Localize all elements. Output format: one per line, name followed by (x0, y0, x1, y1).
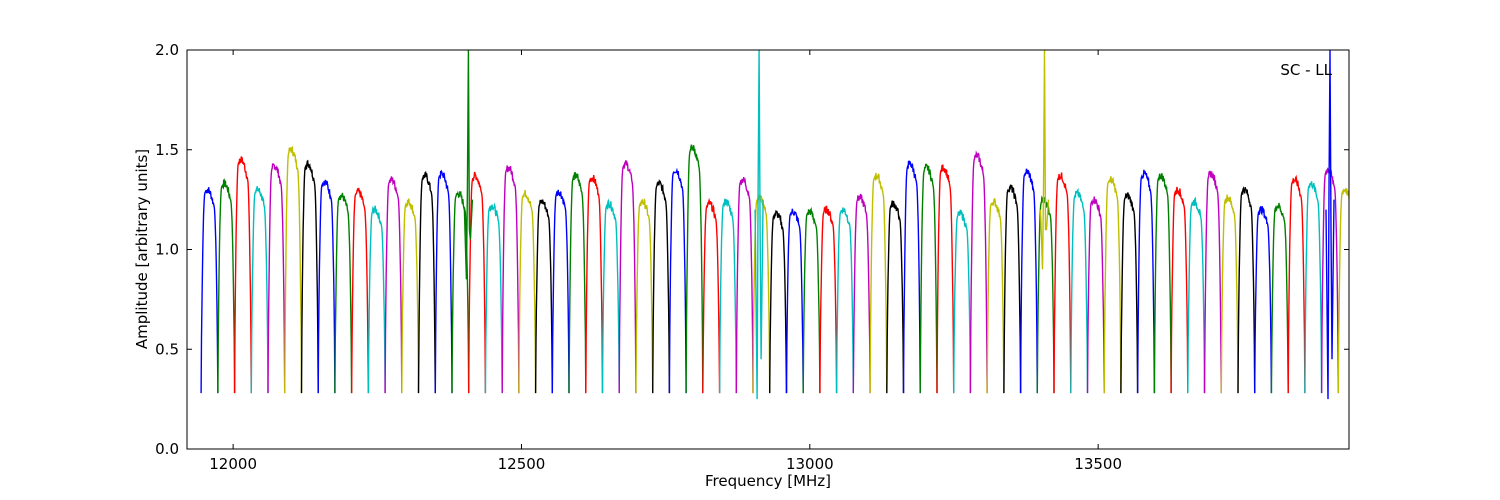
channel-series-line (802, 206, 821, 394)
channel-series-line (919, 163, 938, 394)
channel-series-line (869, 172, 888, 394)
channel-series-line (267, 163, 286, 394)
channel-series-line (501, 165, 520, 394)
spike-layer (463, 50, 1335, 400)
channel-series-line (300, 159, 319, 394)
channel-series-line (1086, 196, 1105, 394)
channel-series-line (484, 202, 503, 394)
channel-series-line (902, 160, 921, 394)
channel-series-line (1187, 196, 1206, 394)
channel-series-line (568, 172, 587, 394)
channel-series-line (852, 193, 871, 394)
y-axis-title: Amplitude [arbitrary units] (133, 149, 151, 349)
channel-series-line (1287, 174, 1306, 394)
spike-line (463, 50, 474, 280)
channel-series-line (1053, 172, 1072, 394)
channel-series-line (468, 171, 487, 394)
channel-series-line (200, 187, 219, 394)
x-axis-ticks: 12000 12500 13000 13500 (209, 50, 1122, 473)
channel-series-line (1237, 186, 1256, 394)
channel-series-line (685, 144, 704, 394)
y-axis-ticks: 0.0 0.5 1.0 1.5 2.0 (155, 41, 1349, 458)
channel-series-line (534, 199, 553, 394)
channel-series-line (434, 169, 453, 394)
x-tick-label: 13000 (786, 455, 834, 473)
plot-annotation: SC - LL (1280, 61, 1332, 79)
channel-series-line (334, 192, 353, 394)
channel-series-line (1220, 194, 1239, 394)
channel-series-line (1270, 202, 1289, 394)
channel-series-line (384, 176, 403, 394)
channel-series-line (250, 186, 269, 394)
y-tick-label: 1.5 (155, 141, 179, 159)
y-tick-label: 2.0 (155, 41, 179, 59)
channel-series-line (1203, 170, 1223, 394)
channel-series-line (233, 156, 252, 394)
channel-series-line (1170, 186, 1189, 394)
channel-series-line (819, 205, 838, 394)
spike-line (754, 50, 764, 400)
channel-series-line (350, 187, 370, 394)
channel-series-line (1136, 169, 1156, 394)
spike-line (1039, 50, 1050, 270)
channel-series-line (1003, 184, 1022, 394)
channel-series-line (986, 197, 1005, 394)
channel-series-line (1337, 187, 1349, 394)
x-tick-label: 13500 (1074, 455, 1122, 473)
channel-series-line (451, 190, 470, 394)
channel-series-line (835, 207, 854, 394)
channel-series-line (953, 209, 972, 394)
channel-series-line (1153, 173, 1172, 394)
channel-series-line (652, 179, 671, 394)
y-tick-label: 0.0 (155, 440, 179, 458)
series-layer (200, 144, 1349, 394)
channel-series-line (635, 197, 654, 394)
channel-series-line (1070, 187, 1089, 394)
channel-series-line (518, 190, 537, 394)
spike-line (1325, 50, 1335, 400)
channel-series-line (1103, 176, 1122, 394)
channel-series-line (668, 167, 687, 394)
channel-series-line (417, 170, 436, 394)
channel-series-line (401, 198, 420, 394)
channel-series-line (769, 209, 788, 394)
channel-series-line (618, 160, 637, 394)
channel-series-line (551, 189, 570, 394)
x-axis-title: Frequency [MHz] (705, 472, 831, 490)
channel-series-line (585, 174, 604, 394)
channel-series-line (969, 150, 988, 394)
channel-series-line (284, 145, 303, 394)
channel-series-line (1304, 181, 1323, 394)
channel-series-line (1120, 192, 1139, 394)
channel-series-line (1019, 168, 1039, 394)
channel-series-line (702, 197, 721, 394)
x-tick-label: 12500 (498, 455, 546, 473)
channel-series-line (317, 179, 336, 394)
channel-series-line (718, 198, 737, 394)
channel-series-line (217, 178, 236, 394)
channel-series-line (886, 200, 905, 394)
y-tick-label: 1.0 (155, 241, 179, 259)
channel-series-line (785, 208, 804, 394)
channel-series-line (601, 198, 620, 394)
channel-series-line (367, 205, 386, 394)
channel-series-line (735, 177, 754, 394)
channel-series-line (1253, 205, 1273, 394)
x-tick-label: 12000 (209, 455, 257, 473)
y-tick-label: 0.5 (155, 340, 179, 358)
channel-series-line (936, 164, 955, 394)
